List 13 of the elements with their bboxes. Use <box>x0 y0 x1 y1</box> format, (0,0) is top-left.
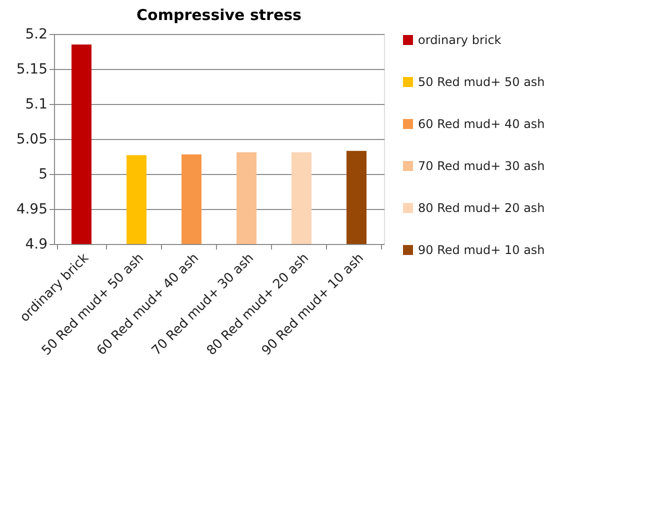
y-tick-label: 4.9 <box>25 236 48 252</box>
legend-label: 70 Red mud+ 30 ash <box>418 159 545 173</box>
legend-label: 50 Red mud+ 50 ash <box>418 75 545 89</box>
y-tick-label: 5 <box>38 166 48 182</box>
legend-label: 60 Red mud+ 40 ash <box>418 117 545 131</box>
y-tick-label: 5.1 <box>25 96 48 112</box>
chart-title: Compressive stress <box>136 6 302 24</box>
y-tick-label: 5.05 <box>16 132 48 148</box>
y-tick-label: 5.2 <box>25 26 48 42</box>
y-tick-label: 4.95 <box>16 202 48 218</box>
legend-label: 80 Red mud+ 20 ash <box>418 201 545 215</box>
legend-label: ordinary brick <box>418 33 502 47</box>
y-tick-label: 5.15 <box>16 62 48 78</box>
